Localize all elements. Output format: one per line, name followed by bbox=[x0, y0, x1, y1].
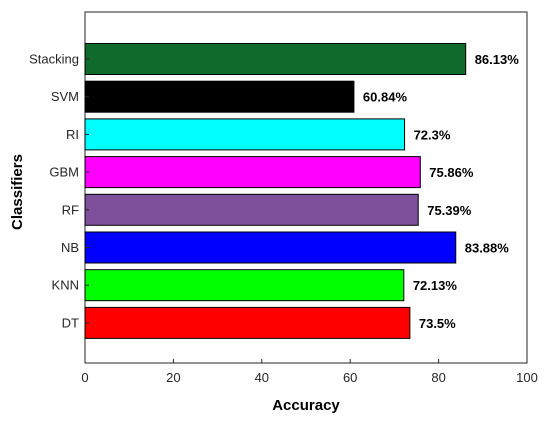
data-labels: 86.13% 60.84% 72.3% 75.86% 75.39% 83.88% 72.13… bbox=[363, 52, 519, 331]
x-tick-label: 0 bbox=[81, 370, 88, 385]
data-label: 86.13% bbox=[475, 52, 520, 67]
category-labels: Stacking SVM RI GBM RF NB KNN DT bbox=[29, 52, 79, 331]
bar-ri bbox=[84, 118, 406, 151]
category-label: NB bbox=[61, 240, 79, 255]
category-label: KNN bbox=[52, 278, 79, 293]
data-label: 75.39% bbox=[427, 203, 472, 218]
x-tick-label: 80 bbox=[431, 370, 445, 385]
bar-rf bbox=[84, 193, 419, 226]
x-tick-label: 20 bbox=[166, 370, 180, 385]
category-label: SVM bbox=[51, 89, 79, 104]
bar-dt bbox=[84, 306, 411, 339]
data-label: 83.88% bbox=[465, 241, 510, 256]
data-label: 72.13% bbox=[413, 278, 458, 293]
category-label: RF bbox=[62, 202, 79, 217]
bar-stacking bbox=[84, 43, 467, 75]
data-label: 75.86% bbox=[429, 165, 474, 180]
category-label: DT bbox=[62, 315, 79, 330]
category-label: RI bbox=[66, 127, 79, 142]
bars-group bbox=[84, 43, 467, 339]
data-label: 73.5% bbox=[419, 316, 456, 331]
category-label: GBM bbox=[49, 165, 79, 180]
data-label: 60.84% bbox=[363, 90, 408, 105]
x-tick-label: 40 bbox=[255, 370, 269, 385]
x-axis-ticks: 0 20 40 60 80 100 bbox=[81, 359, 538, 385]
x-axis-title: Accuracy bbox=[272, 397, 340, 414]
bar-gbm bbox=[84, 156, 421, 189]
bar-knn bbox=[84, 269, 405, 302]
category-label: Stacking bbox=[29, 52, 79, 67]
bar-nb bbox=[84, 231, 457, 264]
y-axis-title: Classifiers bbox=[9, 154, 26, 230]
x-tick-label: 60 bbox=[343, 370, 357, 385]
bar-svm bbox=[84, 80, 355, 113]
x-tick-label: 100 bbox=[516, 370, 538, 385]
data-label: 72.3% bbox=[414, 127, 451, 142]
